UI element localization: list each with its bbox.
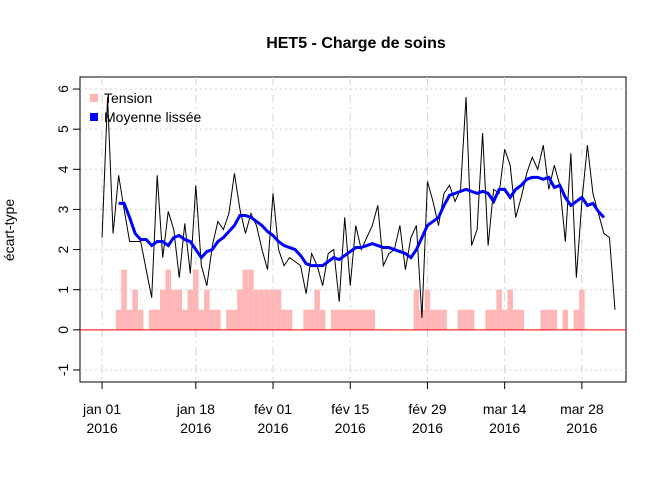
- y-tick-label: -1: [55, 364, 71, 377]
- bar: [579, 289, 585, 330]
- bar: [259, 289, 265, 330]
- chart-title: HET5 - Charge de soins: [266, 35, 446, 52]
- bar: [253, 289, 260, 330]
- y-tick-label: 5: [55, 125, 71, 133]
- bar: [303, 309, 309, 330]
- bar: [281, 309, 287, 330]
- legend-label: Moyenne lissée: [104, 109, 201, 125]
- x-tick-label: mar 28 2016: [560, 401, 604, 436]
- bar: [159, 289, 166, 330]
- y-tick-label: 3: [55, 205, 71, 213]
- bar: [319, 309, 326, 330]
- bar: [347, 309, 353, 330]
- bar: [490, 309, 497, 330]
- bar: [369, 309, 376, 330]
- bar: [507, 289, 513, 330]
- bar: [330, 309, 337, 330]
- bar: [353, 309, 359, 330]
- bar: [435, 309, 442, 330]
- bar: [171, 289, 177, 330]
- bar: [215, 309, 221, 330]
- bar: [132, 289, 138, 330]
- bar: [275, 289, 282, 330]
- bar: [468, 309, 475, 330]
- bar: [209, 309, 216, 330]
- bar: [204, 289, 210, 330]
- bar: [126, 309, 133, 330]
- legend-swatch: [90, 113, 98, 121]
- x-tick-label: jan 18 2016: [176, 401, 215, 436]
- bar: [121, 269, 127, 330]
- y-tick-label: 6: [55, 85, 71, 93]
- legend-swatch: [90, 94, 98, 102]
- bar: [463, 309, 469, 330]
- bar: [264, 289, 271, 330]
- y-tick-label: 0: [55, 326, 71, 334]
- line: [118, 175, 606, 268]
- bar: [501, 309, 508, 330]
- x-tick-label: jan 01 2016: [82, 401, 121, 436]
- bar: [308, 309, 315, 330]
- y-tick-label: 4: [55, 165, 71, 173]
- bar: [485, 309, 491, 330]
- bar: [341, 309, 348, 330]
- bar: [424, 289, 431, 330]
- bar: [540, 309, 547, 330]
- bar: [193, 269, 199, 330]
- bar: [512, 309, 519, 330]
- bar: [176, 289, 183, 330]
- x-tick-label: fév 15 2016: [331, 401, 369, 436]
- bar: [419, 309, 425, 330]
- bar: [441, 309, 447, 330]
- bar: [165, 269, 171, 330]
- bar: [496, 289, 502, 330]
- bar: [270, 289, 276, 330]
- bar: [573, 309, 580, 330]
- bar: [226, 309, 232, 330]
- bar: [413, 289, 420, 330]
- bar: [358, 309, 365, 330]
- bar: [248, 269, 254, 330]
- bar: [198, 309, 205, 330]
- bar: [154, 309, 160, 330]
- bar: [237, 289, 243, 330]
- bar: [336, 309, 342, 330]
- line: [101, 97, 616, 318]
- bar: [562, 309, 569, 330]
- legend-label: Tension: [104, 90, 152, 106]
- bar: [286, 309, 293, 330]
- y-axis-label: écart-type: [1, 199, 17, 261]
- bar: [242, 269, 249, 330]
- bar: [115, 309, 122, 330]
- bar: [231, 309, 238, 330]
- bar: [148, 309, 155, 330]
- x-tick-label: fév 01 2016: [254, 401, 292, 436]
- bar: [364, 309, 370, 330]
- bar: [137, 309, 144, 330]
- bar: [546, 309, 552, 330]
- bar: [182, 309, 188, 330]
- bar: [187, 289, 194, 330]
- bar: [457, 309, 464, 330]
- bar: [430, 309, 436, 330]
- y-tick-label: 2: [55, 245, 71, 253]
- x-tick-label: fév 29 2016: [408, 401, 446, 436]
- bar: [551, 309, 558, 330]
- bar: [314, 289, 320, 330]
- x-tick-label: mar 14 2016: [483, 401, 527, 436]
- bar: [518, 309, 524, 330]
- y-tick-label: 1: [55, 286, 71, 294]
